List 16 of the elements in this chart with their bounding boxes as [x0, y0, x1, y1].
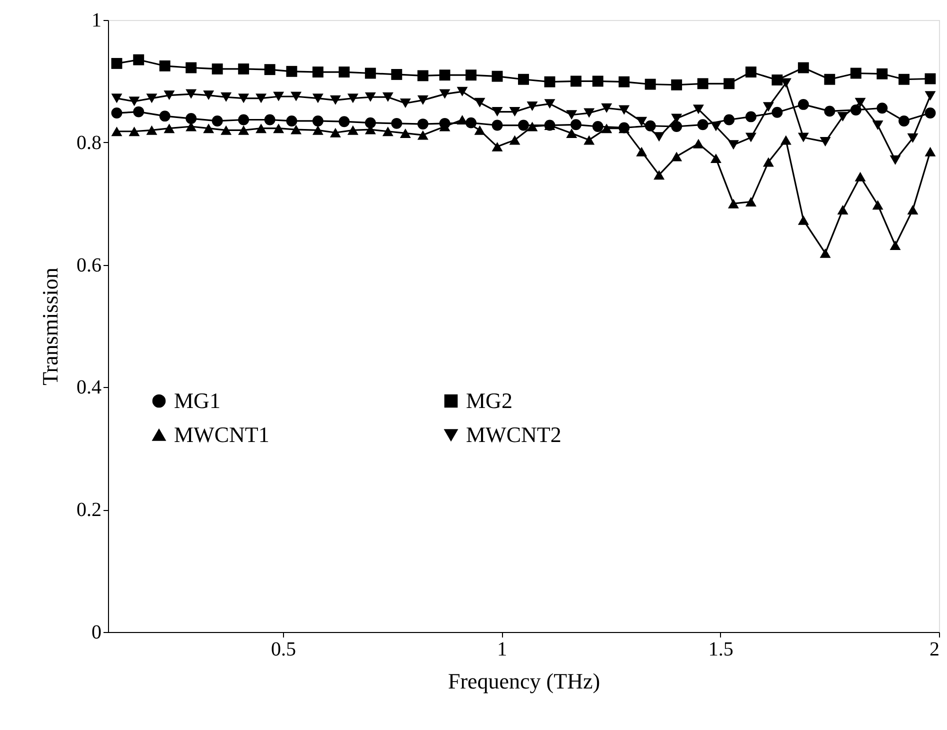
x-axis-title: Frequency (THz)	[448, 668, 600, 694]
y-tick-label: 0.2	[76, 499, 102, 522]
legend-label: MWCNT2	[466, 422, 562, 447]
y-axis-title: Transmission	[38, 268, 62, 386]
y-tick-label: 0.4	[76, 376, 102, 399]
x-tick-label: 0.5	[270, 638, 296, 660]
y-tick-label: 1	[92, 10, 102, 32]
legend-label: MWCNT1	[174, 422, 270, 447]
x-tick-label: 1.5	[708, 638, 734, 660]
legend-label: MG1	[174, 388, 220, 413]
legend-label: MG2	[466, 388, 512, 413]
y-tick-label: 0.6	[76, 254, 102, 276]
x-tick-label: 1	[497, 638, 508, 660]
y-tick-label: 0.8	[76, 132, 102, 154]
x-tick-label: 2	[930, 638, 940, 660]
y-tick-label: 0	[92, 622, 102, 644]
